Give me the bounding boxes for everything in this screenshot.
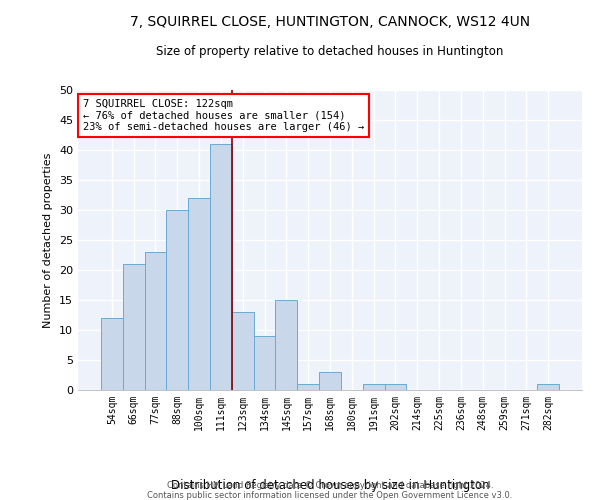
Text: 7, SQUIRREL CLOSE, HUNTINGTON, CANNOCK, WS12 4UN: 7, SQUIRREL CLOSE, HUNTINGTON, CANNOCK, … [130, 15, 530, 29]
Text: Contains HM Land Registry data © Crown copyright and database right 2024.
Contai: Contains HM Land Registry data © Crown c… [148, 480, 512, 500]
Bar [210, 144, 232, 390]
Bar [297, 384, 319, 390]
Bar [275, 300, 297, 390]
Bar [363, 384, 385, 390]
Bar [319, 372, 341, 390]
Text: 7 SQUIRREL CLOSE: 122sqm
← 76% of detached houses are smaller (154)
23% of semi-: 7 SQUIRREL CLOSE: 122sqm ← 76% of detach… [83, 99, 364, 132]
Bar [385, 384, 406, 390]
Text: Size of property relative to detached houses in Huntington: Size of property relative to detached ho… [157, 45, 503, 58]
Bar [188, 198, 210, 390]
Bar [123, 264, 145, 390]
Bar [145, 252, 166, 390]
Y-axis label: Number of detached properties: Number of detached properties [43, 152, 53, 328]
Bar [537, 384, 559, 390]
Bar [232, 312, 254, 390]
Bar [254, 336, 275, 390]
Bar [101, 318, 123, 390]
Text: Distribution of detached houses by size in Huntington: Distribution of detached houses by size … [170, 480, 490, 492]
Bar [166, 210, 188, 390]
